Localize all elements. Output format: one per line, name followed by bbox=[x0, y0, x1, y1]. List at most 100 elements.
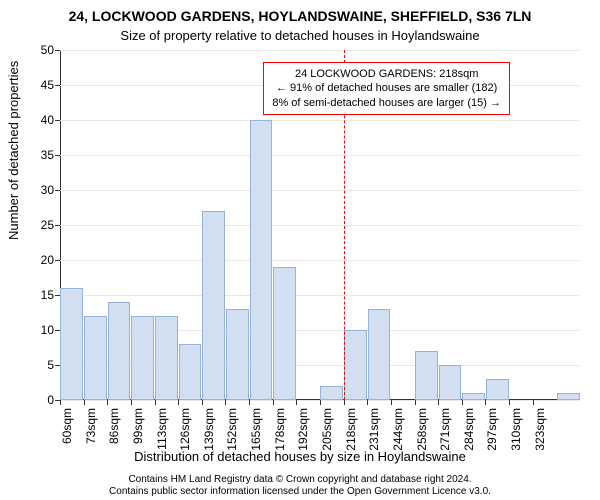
y-axis-label: Number of detached properties bbox=[6, 61, 21, 240]
x-tick-label: 205sqm bbox=[320, 408, 334, 451]
chart-footer: Contains HM Land Registry data © Crown c… bbox=[0, 474, 600, 498]
x-tick-mark bbox=[391, 400, 392, 405]
y-tick-label: 15 bbox=[41, 288, 54, 302]
histogram-bar bbox=[273, 267, 296, 400]
x-tick-mark bbox=[296, 400, 297, 405]
annotation-box: 24 LOCKWOOD GARDENS: 218sqm← 91% of deta… bbox=[263, 62, 510, 115]
x-tick-mark bbox=[462, 400, 463, 405]
x-tick-label: 231sqm bbox=[367, 408, 381, 451]
x-tick-mark bbox=[225, 400, 226, 405]
x-tick-label: 258sqm bbox=[415, 408, 429, 451]
y-tick-label: 10 bbox=[41, 323, 54, 337]
histogram-bar bbox=[415, 351, 438, 400]
annotation-line: ← 91% of detached houses are smaller (18… bbox=[272, 81, 501, 95]
x-tick-label: 284sqm bbox=[462, 408, 476, 451]
x-tick-label: 310sqm bbox=[509, 408, 523, 451]
x-tick-label: 126sqm bbox=[178, 408, 192, 451]
y-tick-mark bbox=[55, 190, 60, 191]
annotation-line: 8% of semi-detached houses are larger (1… bbox=[272, 96, 501, 110]
x-tick-label: 323sqm bbox=[533, 408, 547, 451]
y-tick-mark bbox=[55, 225, 60, 226]
x-tick-label: 139sqm bbox=[202, 408, 216, 451]
histogram-bar bbox=[250, 120, 273, 400]
x-tick-mark bbox=[438, 400, 439, 405]
x-tick-label: 86sqm bbox=[107, 408, 121, 444]
x-tick-mark bbox=[273, 400, 274, 405]
y-tick-label: 20 bbox=[41, 253, 54, 267]
x-tick-label: 165sqm bbox=[249, 408, 263, 451]
histogram-bar bbox=[368, 309, 391, 400]
chart-supertitle: 24, LOCKWOOD GARDENS, HOYLANDSWAINE, SHE… bbox=[0, 8, 600, 24]
annotation-line: 24 LOCKWOOD GARDENS: 218sqm bbox=[272, 67, 501, 81]
y-tick-mark bbox=[55, 295, 60, 296]
x-tick-label: 218sqm bbox=[344, 408, 358, 451]
y-tick-mark bbox=[55, 155, 60, 156]
grid-line bbox=[60, 120, 580, 121]
x-tick-mark bbox=[509, 400, 510, 405]
x-tick-mark bbox=[155, 400, 156, 405]
grid-line bbox=[60, 225, 580, 226]
y-tick-label: 50 bbox=[41, 43, 54, 57]
y-tick-mark bbox=[55, 50, 60, 51]
y-tick-mark bbox=[55, 260, 60, 261]
y-tick-mark bbox=[55, 120, 60, 121]
grid-line bbox=[60, 50, 580, 51]
x-tick-mark bbox=[131, 400, 132, 405]
x-tick-label: 152sqm bbox=[225, 408, 239, 451]
x-tick-mark bbox=[60, 400, 61, 405]
y-tick-label: 30 bbox=[41, 183, 54, 197]
footer-line-2: Contains public sector information licen… bbox=[0, 486, 600, 498]
x-tick-mark bbox=[344, 400, 345, 405]
x-tick-label: 73sqm bbox=[84, 408, 98, 444]
histogram-bar bbox=[557, 393, 580, 400]
histogram-bar bbox=[84, 316, 107, 400]
footer-line-1: Contains HM Land Registry data © Crown c… bbox=[0, 474, 600, 486]
chart-subtitle: Size of property relative to detached ho… bbox=[0, 28, 600, 43]
histogram-bar bbox=[155, 316, 178, 400]
x-tick-label: 178sqm bbox=[273, 408, 287, 451]
grid-line bbox=[60, 260, 580, 261]
x-tick-mark bbox=[107, 400, 108, 405]
histogram-bar bbox=[60, 288, 83, 400]
y-tick-label: 40 bbox=[41, 113, 54, 127]
histogram-bar bbox=[179, 344, 202, 400]
x-tick-mark bbox=[84, 400, 85, 405]
x-tick-mark bbox=[533, 400, 534, 405]
x-tick-mark bbox=[415, 400, 416, 405]
x-tick-label: 297sqm bbox=[485, 408, 499, 451]
y-tick-label: 5 bbox=[47, 358, 54, 372]
x-tick-label: 113sqm bbox=[155, 408, 169, 450]
histogram-bar bbox=[320, 386, 343, 400]
y-tick-mark bbox=[55, 365, 60, 366]
x-tick-label: 244sqm bbox=[391, 408, 405, 451]
x-tick-label: 60sqm bbox=[60, 408, 74, 444]
grid-line bbox=[60, 295, 580, 296]
histogram-bar bbox=[108, 302, 131, 400]
x-tick-mark bbox=[485, 400, 486, 405]
y-tick-label: 35 bbox=[41, 148, 54, 162]
y-tick-label: 25 bbox=[41, 218, 54, 232]
histogram-bar bbox=[344, 330, 367, 400]
histogram-bar bbox=[462, 393, 485, 400]
grid-line bbox=[60, 190, 580, 191]
x-tick-mark bbox=[367, 400, 368, 405]
x-tick-label: 192sqm bbox=[296, 408, 310, 451]
y-tick-mark bbox=[55, 330, 60, 331]
chart-plot-area: 0510152025303540455060sqm73sqm86sqm99sqm… bbox=[60, 50, 580, 400]
x-tick-mark bbox=[178, 400, 179, 405]
x-tick-mark bbox=[249, 400, 250, 405]
y-tick-label: 0 bbox=[47, 393, 54, 407]
x-axis-label: Distribution of detached houses by size … bbox=[0, 449, 600, 464]
y-tick-label: 45 bbox=[41, 78, 54, 92]
histogram-bar bbox=[202, 211, 225, 400]
y-tick-mark bbox=[55, 85, 60, 86]
x-tick-label: 271sqm bbox=[438, 408, 452, 451]
grid-line bbox=[60, 155, 580, 156]
histogram-bar bbox=[131, 316, 154, 400]
histogram-bar bbox=[486, 379, 509, 400]
histogram-bar bbox=[439, 365, 462, 400]
x-tick-mark bbox=[202, 400, 203, 405]
x-tick-mark bbox=[320, 400, 321, 405]
histogram-bar bbox=[226, 309, 249, 400]
x-tick-label: 99sqm bbox=[131, 408, 145, 444]
